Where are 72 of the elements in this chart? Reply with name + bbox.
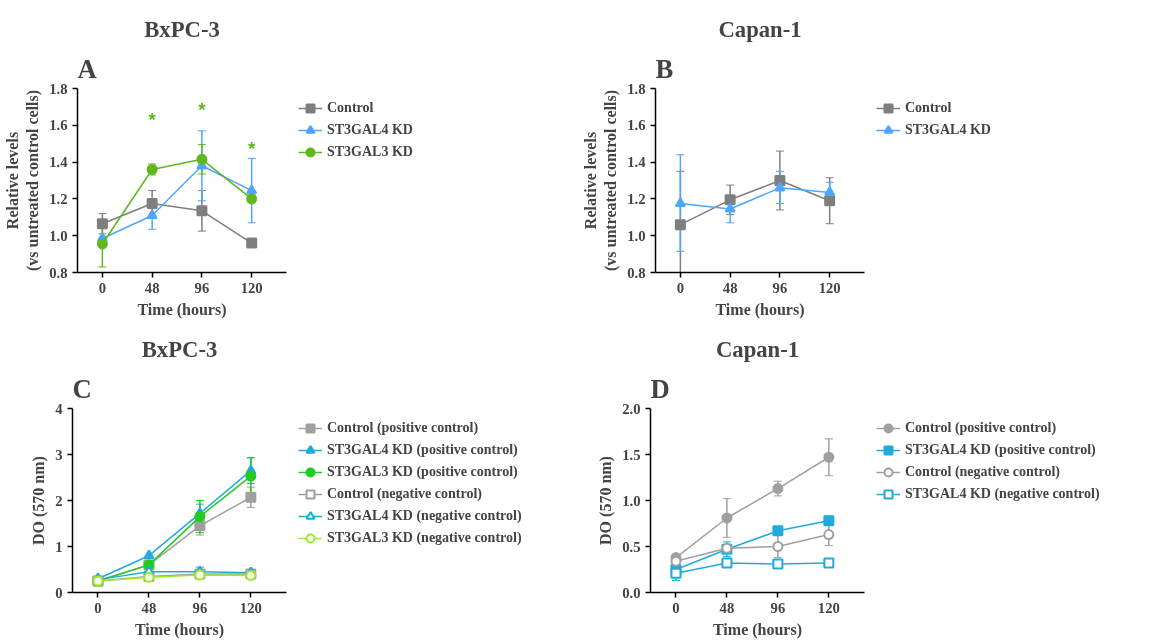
y-tick-label: 1.8 bbox=[49, 80, 68, 97]
legend-label: ST3GAL4 KD (negative control) bbox=[905, 486, 1100, 502]
x-tick-label: 48 bbox=[719, 599, 735, 616]
x-axis-title: Time (hours) bbox=[137, 300, 227, 319]
chart-title: Capan-1 bbox=[715, 336, 800, 362]
chart-title: Capan-1 bbox=[718, 16, 802, 42]
y-tick-label: 1.5 bbox=[622, 446, 641, 463]
chart-title: BxPC-3 bbox=[144, 16, 220, 42]
data-label: * bbox=[248, 138, 257, 160]
y-tick-label: 0 bbox=[55, 584, 63, 601]
y-tick-label: 1.2 bbox=[627, 190, 646, 207]
x-tick-label: 48 bbox=[141, 599, 157, 616]
y-axis-title: DO (570 nm) bbox=[30, 456, 49, 545]
y-tick-label: 0.8 bbox=[49, 264, 68, 281]
y-tick-label: 1.8 bbox=[627, 80, 646, 97]
data-label: * bbox=[148, 108, 157, 130]
x-axis-title: Time (hours) bbox=[715, 300, 805, 319]
x-axis-title: Time (hours) bbox=[712, 620, 803, 639]
x-tick-label: 120 bbox=[818, 279, 841, 296]
legend-label: ST3GAL3 KD (negative control) bbox=[327, 530, 522, 546]
text: B bbox=[655, 53, 674, 84]
y-tick-label: 3 bbox=[55, 446, 63, 463]
legend-label: Control (negative control) bbox=[327, 486, 483, 502]
x-axis-title: Time (hours) bbox=[134, 620, 225, 639]
y-tick-label: 1.2 bbox=[49, 190, 68, 207]
x-tick-label: 0 bbox=[672, 599, 680, 616]
y-tick-label: 0.0 bbox=[622, 584, 641, 601]
y-tick-label: 1.4 bbox=[627, 154, 647, 171]
legend-label: Control bbox=[905, 100, 952, 116]
text: D bbox=[650, 373, 670, 404]
x-tick-label: 96 bbox=[770, 599, 786, 616]
legend-label: ST3GAL3 KD bbox=[327, 144, 413, 160]
chart-title: BxPC-3 bbox=[141, 336, 218, 362]
x-tick-label: 96 bbox=[194, 279, 210, 296]
x-tick-label: 48 bbox=[722, 279, 738, 296]
x-tick-label: 0 bbox=[98, 279, 107, 296]
y-axis-title: DO (570 nm) bbox=[597, 456, 616, 545]
x-tick-label: 0 bbox=[94, 599, 102, 616]
y-tick-label: 1.4 bbox=[49, 154, 69, 171]
y-tick-label: 1.0 bbox=[49, 227, 68, 244]
legend-label: ST3GAL4 KD (positive control) bbox=[905, 442, 1096, 458]
legend-label: ST3GAL4 KD bbox=[327, 122, 413, 138]
y-tick-label: 2.0 bbox=[622, 400, 641, 417]
x-tick-label: 96 bbox=[772, 279, 788, 296]
text: A bbox=[77, 53, 98, 84]
y-axis-title: Relative levels (vs untreated control cells) bbox=[3, 89, 43, 272]
x-tick-label: 96 bbox=[192, 599, 208, 616]
x-tick-label: 120 bbox=[239, 599, 262, 616]
legend-label: Control (positive control) bbox=[327, 420, 479, 436]
y-tick-label: 4 bbox=[55, 400, 64, 417]
y-tick-label: 0.5 bbox=[622, 538, 641, 555]
x-tick-label: 120 bbox=[817, 599, 840, 616]
x-tick-label: 0 bbox=[676, 279, 685, 296]
y-axis-title: Relative levels (vs untreated control cells) bbox=[581, 89, 621, 272]
y-tick-label: 0.8 bbox=[627, 264, 646, 281]
legend-label: Control (positive control) bbox=[905, 420, 1057, 436]
text: C bbox=[72, 373, 92, 404]
y-tick-label: 1.6 bbox=[49, 117, 68, 134]
legend-label: ST3GAL3 KD (positive control) bbox=[327, 464, 518, 480]
legend-label: ST3GAL4 KD (positive control) bbox=[327, 442, 518, 458]
x-tick-label: 120 bbox=[240, 279, 263, 296]
y-tick-label: 1.0 bbox=[622, 492, 641, 509]
y-tick-label: 2 bbox=[55, 492, 63, 509]
data-label: * bbox=[198, 98, 207, 120]
legend-label: Control (negative control) bbox=[905, 464, 1061, 480]
legend-label: Control bbox=[327, 100, 374, 116]
legend-label: ST3GAL4 KD bbox=[905, 122, 991, 138]
x-tick-label: 48 bbox=[144, 279, 160, 296]
y-tick-label: 1 bbox=[55, 538, 63, 555]
y-tick-label: 1.6 bbox=[627, 117, 646, 134]
legend-label: ST3GAL4 KD (negative control) bbox=[327, 508, 522, 524]
y-tick-label: 1.0 bbox=[627, 227, 646, 244]
